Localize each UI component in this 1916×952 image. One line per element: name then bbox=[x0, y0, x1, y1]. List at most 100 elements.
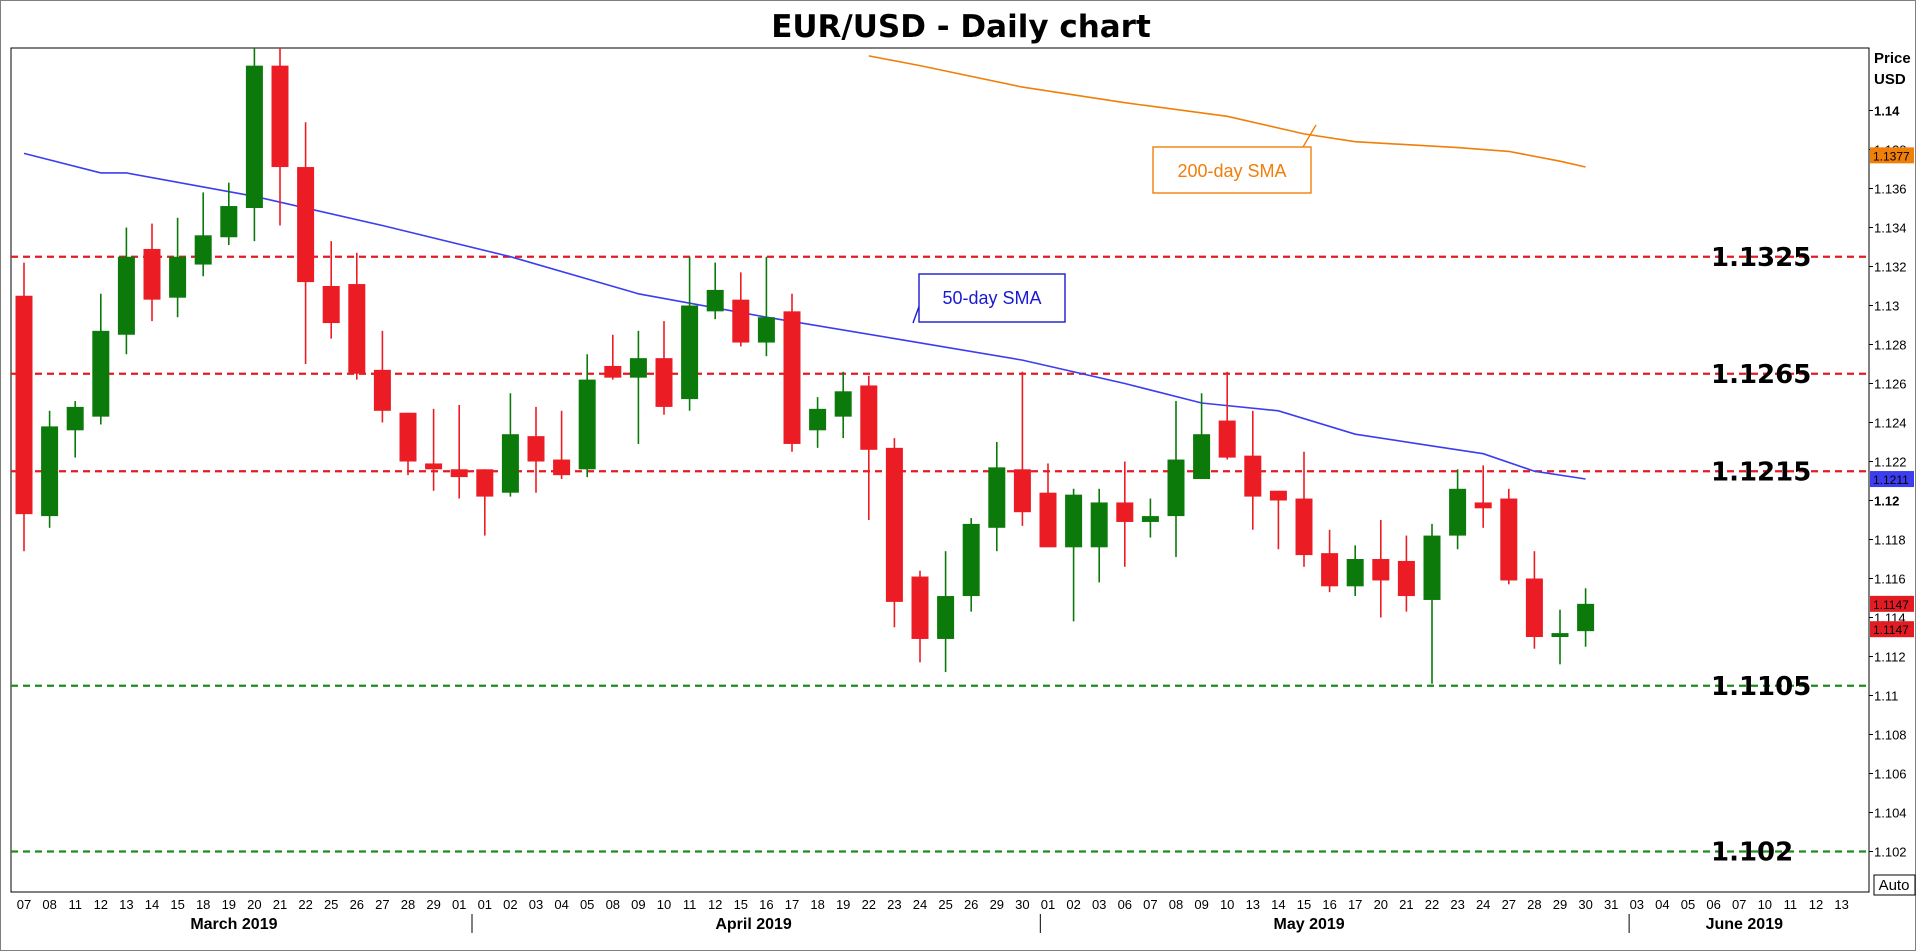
price-badge-bg bbox=[1870, 471, 1914, 488]
y-axis-title-line2: USD bbox=[1874, 71, 1906, 88]
candle-body bbox=[245, 65, 263, 209]
candle-body bbox=[1500, 498, 1518, 581]
price-badge-bg bbox=[1870, 147, 1914, 164]
y-tick-label: 1.108 bbox=[1874, 728, 1907, 743]
x-tick-label: 16 bbox=[1322, 897, 1336, 912]
price-badges: 1.1377 1.1211 1.1147 1.1147 bbox=[1870, 147, 1914, 638]
candle-body bbox=[194, 235, 212, 265]
candle-60 bbox=[1551, 609, 1569, 665]
candle-body bbox=[15, 295, 33, 515]
x-tick-label: 02 bbox=[503, 897, 517, 912]
candle-54 bbox=[1397, 535, 1415, 612]
annotation-200-day-sma: 200-day SMA bbox=[1152, 124, 1317, 194]
level-label-1: 1.1265 bbox=[1711, 360, 1811, 390]
candle-body bbox=[117, 256, 135, 335]
candle-35 bbox=[911, 570, 929, 663]
candle-body bbox=[1090, 502, 1108, 548]
candle-44 bbox=[1141, 498, 1159, 538]
annotation-box bbox=[918, 273, 1066, 323]
y-axis-ticks: 1.141.1381.1361.1341.1321.131.1281.1261.… bbox=[1869, 104, 1907, 860]
candle-28 bbox=[732, 272, 750, 347]
price-badge-label: 1.1211 bbox=[1873, 473, 1909, 487]
candle-2 bbox=[66, 401, 84, 458]
x-tick-label: 19 bbox=[836, 897, 850, 912]
candle-17 bbox=[450, 404, 468, 499]
candle-body bbox=[527, 436, 545, 462]
candle-0 bbox=[15, 262, 33, 552]
x-tick-label: 08 bbox=[42, 897, 56, 912]
x-tick-label: 15 bbox=[1297, 897, 1311, 912]
sma200-line bbox=[868, 55, 1586, 168]
candle-48 bbox=[1244, 410, 1262, 530]
price-badge-label: 1.1147 bbox=[1873, 598, 1909, 612]
x-tick-label: 11 bbox=[1784, 897, 1798, 912]
candle-body bbox=[706, 289, 724, 312]
candle-37 bbox=[962, 518, 980, 612]
x-tick-label: 03 bbox=[529, 897, 543, 912]
month-label-2: May 2019 bbox=[1274, 916, 1345, 933]
candle-21 bbox=[553, 410, 571, 480]
candle-body bbox=[1321, 553, 1339, 587]
candle-body bbox=[1551, 633, 1569, 637]
y-tick-label: 1.122 bbox=[1874, 455, 1907, 470]
y-tick-label: 1.126 bbox=[1874, 377, 1907, 392]
price-badge-label: 1.1377 bbox=[1873, 149, 1910, 163]
candle-22 bbox=[578, 354, 596, 478]
candle-53 bbox=[1372, 520, 1390, 618]
x-tick-label: 09 bbox=[631, 897, 645, 912]
candle-32 bbox=[834, 371, 852, 439]
candle-25 bbox=[655, 321, 673, 415]
auto-scale-label[interactable]: Auto bbox=[1879, 877, 1910, 894]
y-tick-label: 1.118 bbox=[1874, 533, 1906, 548]
candle-body bbox=[1013, 469, 1031, 513]
candle-body bbox=[297, 167, 315, 283]
level-label-3: 1.1105 bbox=[1711, 672, 1811, 702]
x-tick-label: 07 bbox=[1143, 897, 1157, 912]
x-tick-label: 22 bbox=[1425, 897, 1439, 912]
candle-14 bbox=[373, 330, 391, 423]
candle-15 bbox=[399, 412, 417, 476]
x-tick-label: 29 bbox=[1553, 897, 1567, 912]
x-tick-label: 22 bbox=[298, 897, 312, 912]
candle-body bbox=[425, 463, 443, 470]
candle-51 bbox=[1321, 529, 1339, 593]
sma50-line bbox=[23, 152, 1586, 480]
x-tick-label: 26 bbox=[350, 897, 364, 912]
y-tick-label: 1.106 bbox=[1874, 767, 1907, 782]
candle-57 bbox=[1474, 465, 1492, 528]
x-tick-label: 28 bbox=[1527, 897, 1541, 912]
x-tick-label: 25 bbox=[938, 897, 952, 912]
x-tick-label: 11 bbox=[68, 897, 82, 912]
candle-body bbox=[629, 358, 647, 378]
x-tick-label: 12 bbox=[94, 897, 108, 912]
candle-body bbox=[681, 305, 699, 400]
x-tick-label: 21 bbox=[1399, 897, 1413, 912]
candle-23 bbox=[604, 334, 622, 380]
candle-body bbox=[1474, 502, 1492, 509]
candle-body bbox=[41, 426, 59, 517]
annotation-box bbox=[1152, 146, 1312, 194]
annotation-leader bbox=[1302, 124, 1317, 148]
candle-body bbox=[1372, 559, 1390, 581]
level-label-2: 1.1215 bbox=[1711, 457, 1811, 487]
candle-40 bbox=[1039, 463, 1057, 548]
candle-31 bbox=[809, 397, 827, 448]
candle-body bbox=[1116, 502, 1134, 522]
auto-scale-button[interactable]: Auto bbox=[1873, 874, 1916, 896]
x-tick-label: 26 bbox=[964, 897, 978, 912]
y-tick-label: 1.102 bbox=[1874, 845, 1907, 860]
month-label-1: April 2019 bbox=[715, 916, 792, 933]
chart-title: EUR/USD - Daily chart bbox=[771, 9, 1151, 45]
candle-body bbox=[553, 459, 571, 476]
candle-body bbox=[1577, 603, 1595, 632]
candle-body bbox=[1167, 459, 1185, 517]
level-label-4: 1.102 bbox=[1711, 838, 1793, 868]
candle-body bbox=[1141, 516, 1159, 522]
candle-24 bbox=[629, 330, 647, 444]
candle-10 bbox=[271, 48, 289, 226]
x-tick-label: 25 bbox=[324, 897, 338, 912]
moving-averages bbox=[23, 55, 1586, 480]
x-tick-label: 03 bbox=[1630, 897, 1644, 912]
x-tick-label: 01 bbox=[478, 897, 492, 912]
candle-body bbox=[783, 311, 801, 444]
